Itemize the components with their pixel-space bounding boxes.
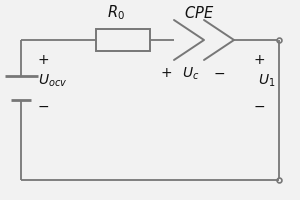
Bar — [96, 29, 150, 51]
Text: $+$: $+$ — [160, 66, 172, 80]
Text: $CPE$: $CPE$ — [184, 5, 214, 21]
Text: $+$: $+$ — [254, 53, 266, 67]
Text: $U_1$: $U_1$ — [258, 73, 276, 89]
Text: $-$: $-$ — [213, 66, 225, 80]
Text: $U_{ocv}$: $U_{ocv}$ — [38, 73, 67, 89]
Text: $+$: $+$ — [38, 53, 50, 67]
Text: $-$: $-$ — [254, 99, 266, 113]
Text: $U_c$: $U_c$ — [182, 66, 199, 82]
Text: $-$: $-$ — [38, 99, 50, 113]
Text: $R_0$: $R_0$ — [106, 4, 124, 22]
